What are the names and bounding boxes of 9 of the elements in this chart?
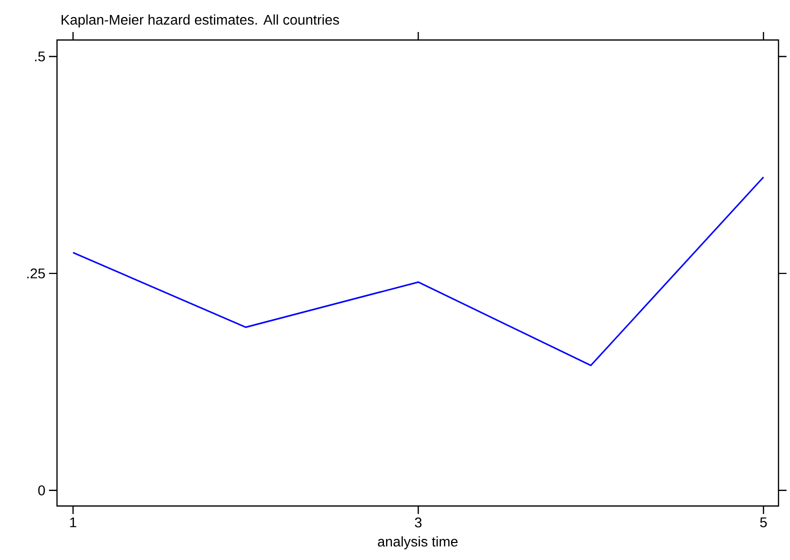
y-tick-label: 0 [38, 485, 45, 496]
x-tick-label: 1 [70, 518, 76, 528]
x-tick-label: 5 [760, 518, 767, 528]
x-axis-title: analysis time [378, 536, 458, 550]
x-tick-label: 3 [414, 518, 422, 528]
line-series [72, 176, 764, 366]
y-tick-label: .5 [35, 52, 45, 62]
chart-title: Kaplan-Meier hazard estimates. All countries [62, 14, 340, 28]
y-tick-label: .25 [27, 268, 45, 278]
